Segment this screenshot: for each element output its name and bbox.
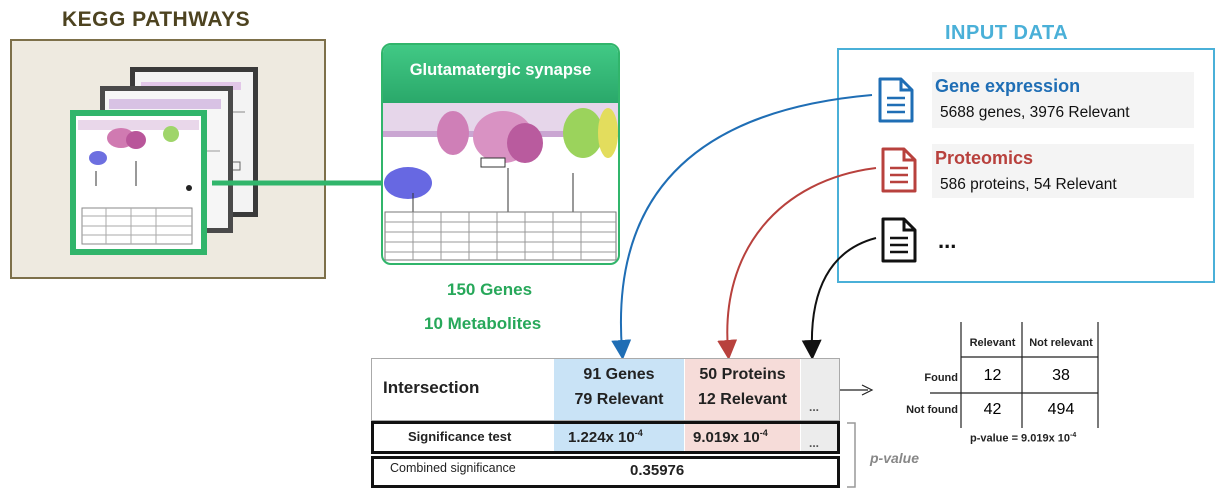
- gene-expression-entry[interactable]: [932, 72, 1194, 128]
- significance-label: Significance test: [408, 429, 512, 444]
- contingency-pvalue-exponent: -4: [1069, 432, 1077, 439]
- row-label-found: Found: [924, 372, 958, 384]
- genes-pvalue: 1.224x 10-4: [568, 428, 643, 446]
- pathway-thumbnail-front: [78, 120, 199, 245]
- table-link-arrowhead: [861, 384, 874, 396]
- combined-value: 0.35976: [630, 462, 685, 479]
- intersection-more: ...: [809, 400, 820, 414]
- more-datasets-ellipsis: ...: [938, 228, 957, 253]
- proteomics-title: Proteomics: [935, 148, 1034, 168]
- kegg-title: KEGG PATHWAYS: [62, 8, 251, 31]
- col-header-relevant: Relevant: [969, 337, 1016, 349]
- genes-pvalue-exponent: -4: [634, 428, 643, 438]
- genes-pvalue-mantissa: 1.224x 10: [568, 429, 635, 446]
- combined-row: [371, 456, 840, 488]
- proteins-intersection-cell: [685, 359, 800, 420]
- pathway-gene-count: 150 Genes: [447, 280, 533, 299]
- significance-more: ...: [809, 436, 820, 450]
- combined-label: Combined significance: [390, 461, 516, 475]
- pathway-diagram: [383, 103, 618, 232]
- proteomics-subtitle: 586 proteins, 54 Relevant: [940, 176, 1117, 193]
- more-pvalue-cell: [801, 424, 837, 451]
- genes-pvalue-cell: [554, 424, 684, 451]
- contingency-grid: [930, 322, 1099, 428]
- genes-relevant: 79 Relevant: [574, 391, 664, 408]
- proteins-pvalue-cell: [685, 424, 800, 451]
- cell-not-found-relevant: 42: [983, 401, 1002, 418]
- more-file-icon: [881, 217, 917, 263]
- cell-found-relevant: 12: [983, 367, 1002, 384]
- proteomics-arrow: [717, 167, 877, 360]
- contingency-pvalue: p-value = 9.019x 10-4: [970, 432, 1076, 445]
- input-data-title: INPUT DATA: [945, 22, 1069, 44]
- genes-count: 91 Genes: [583, 366, 655, 383]
- proteins-count: 50 Proteins: [699, 366, 786, 383]
- cell-found-not-relevant: 38: [1052, 367, 1070, 384]
- col-header-not-relevant: Not relevant: [1029, 337, 1093, 349]
- cell-not-found-not-relevant: 494: [1047, 401, 1075, 418]
- proteomics-entry[interactable]: [932, 144, 1194, 198]
- proteins-relevant: 12 Relevant: [698, 391, 787, 408]
- pathway-metabolite-count: 10 Metabolites: [424, 314, 542, 333]
- gene-expression-title: Gene expression: [935, 76, 1081, 96]
- more-datasets-arrow: [801, 237, 877, 360]
- pvalue-bracket: [847, 422, 856, 488]
- gene-expression-subtitle: 5688 genes, 3976 Relevant: [940, 104, 1130, 121]
- proteomics-file-icon: [881, 147, 917, 193]
- pvalue-label: p-value: [870, 450, 920, 466]
- proteins-pvalue-mantissa: 9.019x 10: [693, 429, 760, 446]
- gene-expression-file-icon: [878, 77, 914, 123]
- pathway-gene-table: [384, 211, 617, 261]
- pathway-card-front: [70, 110, 207, 255]
- proteins-pvalue: 9.019x 10-4: [693, 428, 768, 446]
- genes-intersection-cell: [554, 359, 684, 420]
- intersection-label: Intersection: [383, 378, 480, 397]
- row-label-not-found: Not found: [906, 404, 958, 416]
- contingency-pvalue-text: p-value = 9.019x 10: [970, 432, 1070, 445]
- gene-expression-arrow: [611, 94, 873, 360]
- more-intersection-cell: [801, 359, 839, 420]
- proteins-pvalue-exponent: -4: [759, 428, 768, 438]
- pathway-name: Glutamatergic synapse: [383, 45, 618, 103]
- pathway-detail-card: Glutamatergic synapse: [381, 43, 620, 265]
